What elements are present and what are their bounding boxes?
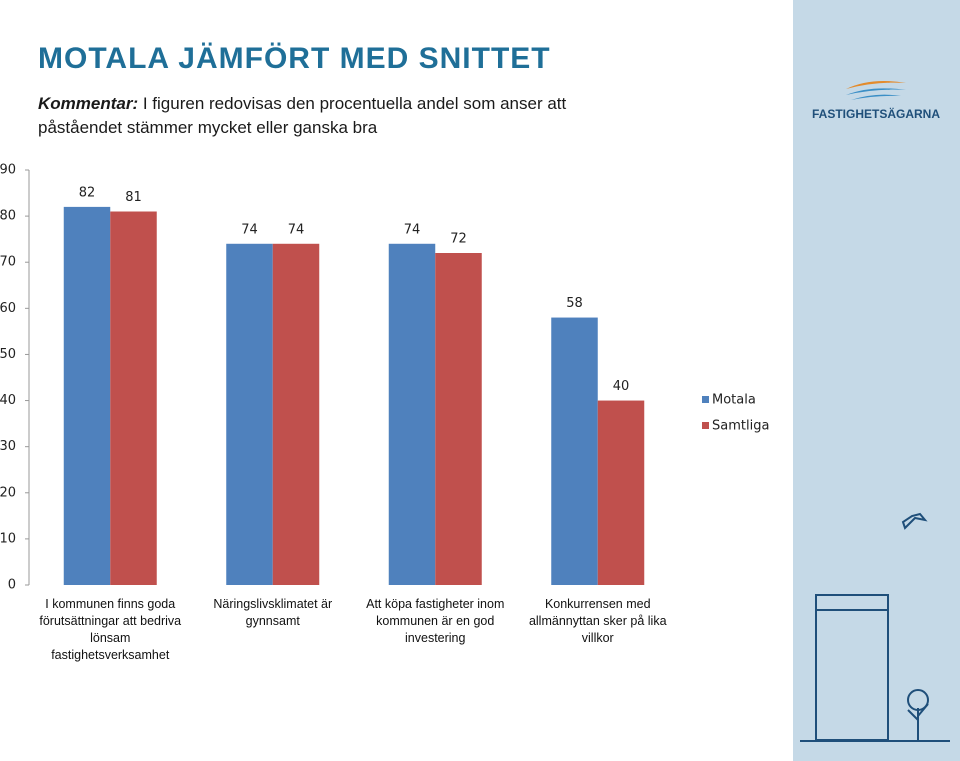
data-label: 74	[241, 222, 258, 237]
comment-text: I figuren redovisas den procentuella and…	[38, 94, 567, 137]
bar	[272, 243, 320, 585]
y-tick-label: 40	[0, 393, 16, 408]
x-tick-label: I kommunen finns goda förutsättningar at…	[39, 597, 182, 662]
comment: Kommentar: I figuren redovisas den proce…	[38, 92, 608, 140]
logo: FASTIGHETSÄGARNA	[800, 75, 952, 121]
data-label: 74	[404, 222, 421, 237]
y-tick-label: 30	[0, 439, 16, 454]
data-label: 72	[450, 232, 467, 247]
legend-label: Samtliga	[712, 419, 769, 434]
y-tick-label: 70	[0, 255, 16, 270]
bar	[110, 211, 157, 585]
bar	[435, 253, 482, 585]
y-tick-label: 90	[0, 163, 16, 178]
slide-title: MOTALA JÄMFÖRT MED SNITTET	[38, 42, 551, 75]
bar	[388, 243, 436, 585]
x-tick-label: Att köpa fastigheter inom kommunen är en…	[366, 597, 505, 645]
data-label: 40	[613, 379, 630, 394]
data-label: 81	[125, 190, 142, 205]
y-tick-label: 80	[0, 209, 16, 224]
y-tick-label: 0	[8, 578, 16, 593]
bar	[63, 206, 111, 585]
sidebar	[793, 0, 960, 761]
logo-text: FASTIGHETSÄGARNA	[811, 107, 940, 121]
decoration	[800, 512, 950, 742]
data-label: 82	[79, 185, 96, 200]
legend-label: Motala	[712, 393, 756, 408]
x-tick-label: Näringslivsklimatet är gynnsamt	[213, 597, 333, 628]
comment-label: Kommentar:	[38, 94, 139, 113]
logo-mark	[846, 81, 906, 100]
x-tick-label: Konkurrensen med allmännyttan sker på li…	[528, 597, 667, 645]
bar	[597, 400, 645, 585]
y-tick-label: 50	[0, 347, 16, 362]
data-label: 58	[566, 296, 583, 311]
data-label: 74	[288, 222, 305, 237]
legend-swatch	[702, 422, 709, 429]
legend-swatch	[702, 396, 709, 403]
bar	[226, 243, 273, 585]
bar	[551, 317, 598, 585]
y-tick-label: 20	[0, 485, 16, 500]
y-tick-label: 10	[0, 531, 16, 546]
y-tick-label: 60	[0, 301, 16, 316]
